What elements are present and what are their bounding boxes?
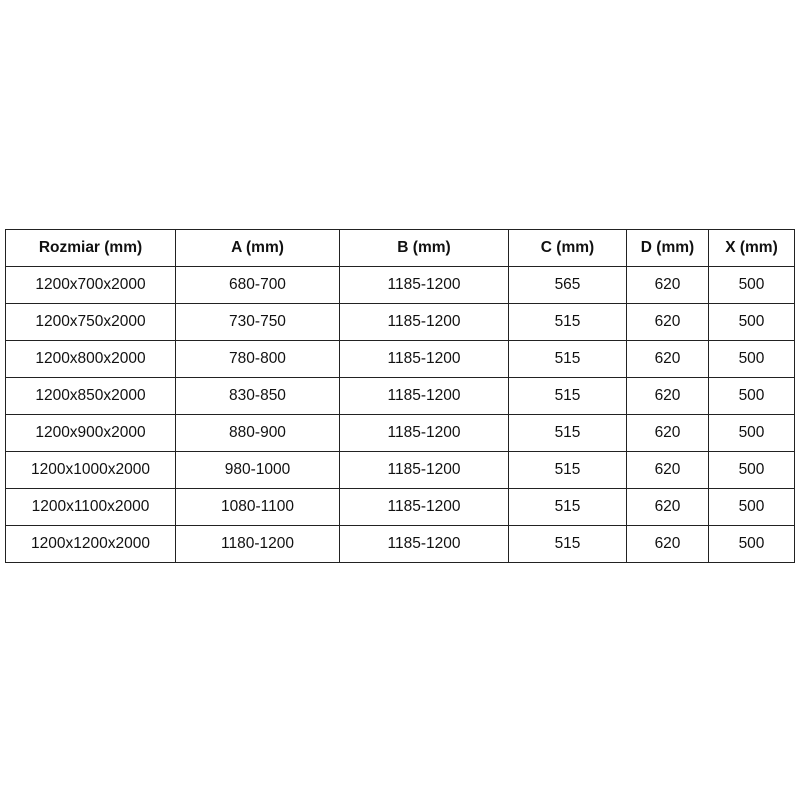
cell-a: 680-700 (175, 266, 340, 304)
cell-d: 620 (626, 377, 709, 415)
cell-size: 1200x1100x2000 (5, 488, 176, 526)
cell-x: 500 (708, 303, 795, 341)
cell-size: 1200x1000x2000 (5, 451, 176, 489)
column-header-x: X (mm) (708, 229, 795, 267)
cell-size: 1200x800x2000 (5, 340, 176, 378)
column-header-size: Rozmiar (mm) (5, 229, 176, 267)
table-row: 1200x750x2000 730-750 1185-1200 515 620 500 (5, 303, 795, 341)
column-header-d: D (mm) (626, 229, 709, 267)
table-row: 1200x1200x2000 1180-1200 1185-1200 515 620 50… (5, 525, 795, 563)
cell-d: 620 (626, 525, 709, 563)
cell-c: 515 (508, 525, 627, 563)
cell-c: 515 (508, 303, 627, 341)
table-row: 1200x1000x2000 980-1000 1185-1200 515 620 500 (5, 451, 795, 489)
column-header-b: B (mm) (339, 229, 509, 267)
column-header-a: A (mm) (175, 229, 340, 267)
cell-d: 620 (626, 451, 709, 489)
cell-c: 515 (508, 488, 627, 526)
cell-x: 500 (708, 488, 795, 526)
cell-d: 620 (626, 303, 709, 341)
cell-size: 1200x850x2000 (5, 377, 176, 415)
cell-c: 515 (508, 414, 627, 452)
cell-b: 1185-1200 (339, 525, 509, 563)
cell-a: 830-850 (175, 377, 340, 415)
cell-b: 1185-1200 (339, 303, 509, 341)
cell-a: 780-800 (175, 340, 340, 378)
cell-d: 620 (626, 266, 709, 304)
table-row: 1200x850x2000 830-850 1185-1200 515 620 500 (5, 377, 795, 415)
table-row: 1200x900x2000 880-900 1185-1200 515 620 500 (5, 414, 795, 452)
cell-a: 730-750 (175, 303, 340, 341)
cell-x: 500 (708, 266, 795, 304)
cell-a: 980-1000 (175, 451, 340, 489)
dimensions-table: Rozmiar (mm) A (mm) B (mm) C (mm) D (mm) X (m… (5, 229, 795, 563)
cell-d: 620 (626, 488, 709, 526)
cell-b: 1185-1200 (339, 340, 509, 378)
cell-c: 515 (508, 377, 627, 415)
cell-size: 1200x700x2000 (5, 266, 176, 304)
cell-a: 880-900 (175, 414, 340, 452)
cell-c: 515 (508, 340, 627, 378)
cell-size: 1200x900x2000 (5, 414, 176, 452)
cell-c: 565 (508, 266, 627, 304)
cell-a: 1080-1100 (175, 488, 340, 526)
cell-x: 500 (708, 451, 795, 489)
cell-x: 500 (708, 340, 795, 378)
cell-size: 1200x1200x2000 (5, 525, 176, 563)
cell-b: 1185-1200 (339, 266, 509, 304)
cell-d: 620 (626, 414, 709, 452)
cell-b: 1185-1200 (339, 414, 509, 452)
cell-a: 1180-1200 (175, 525, 340, 563)
cell-d: 620 (626, 340, 709, 378)
cell-x: 500 (708, 525, 795, 563)
table-row: 1200x700x2000 680-700 1185-1200 565 620 500 (5, 266, 795, 304)
cell-b: 1185-1200 (339, 377, 509, 415)
cell-b: 1185-1200 (339, 488, 509, 526)
cell-c: 515 (508, 451, 627, 489)
header-row: Rozmiar (mm) A (mm) B (mm) C (mm) D (mm) X (m… (5, 229, 795, 267)
table-row: 1200x800x2000 780-800 1185-1200 515 620 500 (5, 340, 795, 378)
column-header-c: C (mm) (508, 229, 627, 267)
cell-b: 1185-1200 (339, 451, 509, 489)
cell-x: 500 (708, 377, 795, 415)
cell-x: 500 (708, 414, 795, 452)
cell-size: 1200x750x2000 (5, 303, 176, 341)
table-row: 1200x1100x2000 1080-1100 1185-1200 515 620 50… (5, 488, 795, 526)
